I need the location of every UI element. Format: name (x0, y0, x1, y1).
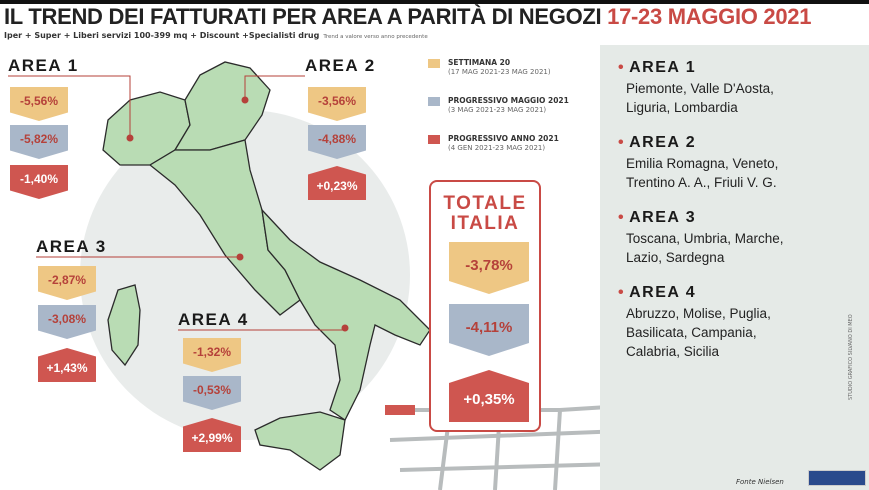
subtitle: Iper + Super + Liberi servizi 100-399 mq… (4, 31, 428, 40)
region-line: Basilicata, Campania, (626, 325, 757, 340)
region-list-area-2: • AREA 2 Emilia Romagna, Veneto, Trentino A… (618, 134, 779, 190)
title-text: IL TREND DEI FATTURATI PER AREA A PARITÀ… (4, 4, 602, 29)
source-label: Fonte Nielsen (736, 478, 784, 486)
map-sicily (254, 411, 346, 471)
regions-panel: • AREA 1 Piemonte, Valle D'Aosta, Liguria, … (600, 45, 869, 490)
totale-title: TOTALE ITALIA (431, 194, 539, 234)
region-area-label: AREA 1 (629, 59, 697, 76)
area-2-label: AREA 2 (305, 56, 376, 75)
totale-title-line1: TOTALE (443, 193, 527, 214)
region-area-label: AREA 2 (629, 134, 697, 151)
legend-label: SETTIMANA 20 (448, 58, 511, 67)
map-sardinia (107, 284, 141, 367)
italy-map (8, 61, 431, 471)
legend-item-anno: PROGRESSIVO ANNO 2021 (4 GEN 2021-23 MAG … (428, 134, 569, 172)
legend-item-settimana: SETTIMANA 20 (17 MAG 2021-23 MAG 2021) (428, 58, 569, 96)
legend-item-maggio: PROGRESSIVO MAGGIO 2021 (3 MAG 2021-23 MA… (428, 96, 569, 134)
region-list-area-4: • AREA 4 Abruzzo, Molise, Puglia, Basilicat… (618, 284, 771, 359)
region-line: Abruzzo, Molise, Puglia, (626, 306, 771, 321)
region-line: Lazio, Sardegna (626, 250, 725, 265)
region-line: Trentino A. A., Friuli V. G. (626, 175, 777, 190)
area-2-anno: +0,23% (308, 166, 366, 200)
legend-range: (3 MAG 2021-23 MAG 2021) (448, 106, 547, 114)
region-area-label: AREA 3 (629, 209, 697, 226)
legend-swatch (428, 59, 440, 68)
totale-title-line2: ITALIA (450, 213, 520, 234)
totale-anno: +0,35% (449, 370, 529, 422)
region-area-label: AREA 4 (629, 284, 697, 301)
map-area-2 (173, 61, 271, 151)
region-line: Emilia Romagna, Veneto, (626, 156, 779, 171)
area-2-maggio: -4,88% (308, 125, 366, 159)
page-title: IL TREND DEI FATTURATI PER AREA A PARITÀ… (4, 4, 811, 30)
region-line: Calabria, Sicilia (626, 344, 720, 359)
legend-label: PROGRESSIVO ANNO 2021 (448, 134, 559, 143)
region-line: Piemonte, Valle D'Aosta, (626, 81, 774, 96)
map-area-4 (261, 208, 431, 421)
totale-settimana: -3,78% (449, 242, 529, 294)
legend-range: (17 MAG 2021-23 MAG 2021) (448, 68, 551, 76)
area-1-maggio: -5,82% (10, 125, 68, 159)
area-1-label: AREA 1 (8, 56, 79, 75)
publisher-logo (808, 470, 866, 486)
region-line: Liguria, Lombardia (626, 100, 738, 115)
area-4-label: AREA 4 (178, 310, 249, 329)
region-list-area-3: • AREA 3 Toscana, Umbria, Marche, Lazio, Sa… (618, 209, 784, 265)
legend-range: (4 GEN 2021-23 MAG 2021) (448, 144, 546, 152)
top-bar (0, 0, 869, 4)
legend-label: PROGRESSIVO MAGGIO 2021 (448, 96, 569, 105)
area-3-label: AREA 3 (36, 237, 107, 256)
region-line: Toscana, Umbria, Marche, (626, 231, 784, 246)
legend-swatch (428, 135, 440, 144)
region-list-area-1: • AREA 1 Piemonte, Valle D'Aosta, Liguria, … (618, 59, 774, 115)
subtitle-text: Iper + Super + Liberi servizi 100-399 mq… (4, 31, 320, 40)
totale-maggio: -4,11% (449, 304, 529, 356)
totale-italia-panel: TOTALE ITALIA -3,78% -4,11% +0,35% (429, 180, 541, 432)
studio-credit: STUDIO GRAFICO SILVANO DI MEO (848, 314, 854, 400)
legend: SETTIMANA 20 (17 MAG 2021-23 MAG 2021) PR… (428, 58, 569, 172)
area-1-anno: -1,40% (10, 165, 68, 199)
legend-swatch (428, 97, 440, 106)
subtitle-note: Trend a valore verso anno precedente (323, 34, 428, 40)
title-date: 17-23 MAGGIO 2021 (607, 4, 812, 29)
